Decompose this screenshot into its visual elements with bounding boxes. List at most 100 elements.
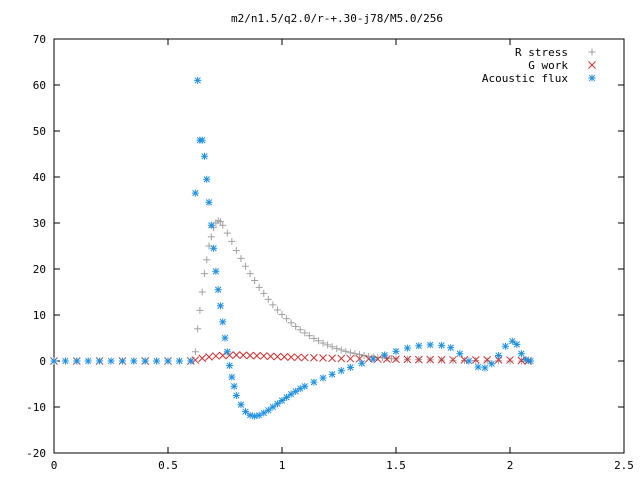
data-point: [517, 350, 525, 358]
data-point: [219, 318, 227, 326]
data-point: [264, 295, 272, 303]
data-point: [107, 357, 115, 365]
data-point: [260, 289, 268, 297]
y-tick-label: 50: [33, 125, 46, 138]
data-point: [513, 340, 521, 348]
data-point: [495, 351, 503, 359]
data-point: [232, 351, 241, 359]
data-point: [253, 351, 261, 360]
data-point: [219, 221, 227, 229]
data-point: [392, 355, 400, 364]
y-tick-label: 30: [33, 217, 46, 230]
data-point: [264, 406, 272, 414]
data-point: [337, 354, 346, 363]
data-point: [198, 354, 207, 363]
data-point: [471, 355, 480, 364]
data-point: [356, 351, 364, 359]
data-point: [301, 329, 309, 337]
data-point: [447, 344, 455, 352]
data-point: [205, 353, 213, 361]
legend-marker: [588, 74, 596, 82]
data-point: [328, 354, 337, 363]
data-point: [223, 229, 231, 237]
data-point: [73, 357, 81, 365]
data-point: [328, 370, 336, 378]
data-point: [414, 355, 423, 364]
x-tick-label: 1: [279, 459, 286, 472]
data-point: [191, 189, 199, 197]
data-point: [501, 342, 509, 350]
data-marks: [50, 76, 535, 420]
data-point: [292, 323, 300, 330]
data-point: [242, 408, 250, 416]
data-point: [324, 341, 332, 349]
data-point: [415, 342, 423, 350]
y-tick-label: 10: [33, 309, 46, 322]
data-point: [517, 356, 526, 365]
data-point: [269, 403, 277, 411]
x-tick-label: 2: [507, 459, 514, 472]
x-tick-label: 1.5: [386, 459, 406, 472]
y-tick-label: 0: [39, 355, 46, 368]
data-point: [194, 76, 202, 84]
data-point: [212, 352, 220, 360]
x-tick-label: 0.5: [158, 459, 178, 472]
data-point: [216, 218, 224, 226]
data-point: [230, 382, 238, 390]
data-point: [237, 254, 245, 262]
y-tick-label: 70: [33, 33, 46, 46]
data-point: [266, 352, 275, 361]
x-tick-label: 0: [51, 459, 58, 472]
y-tick-label: -20: [26, 447, 46, 460]
data-point: [278, 397, 286, 405]
data-point: [437, 355, 446, 364]
data-point: [358, 359, 366, 367]
data-point: [346, 363, 354, 371]
data-point: [255, 283, 263, 291]
data-point: [527, 357, 535, 365]
data-point: [251, 412, 259, 420]
data-point: [218, 351, 227, 360]
data-point: [205, 198, 213, 206]
legend-marker: [588, 48, 596, 56]
data-point: [221, 334, 229, 342]
data-point: [187, 357, 195, 365]
data-point: [283, 315, 291, 323]
data-point: [212, 267, 220, 275]
chart-title: m2/n1.5/q2.0/r-+.30-j78/M5.0/256: [231, 12, 443, 25]
axis-ticks: 0 0.5 1 1.5 2 2.5 -20 -10 0 10 20 30 40 50 60 70: [26, 33, 634, 472]
data-point: [61, 357, 69, 365]
series-acoustic-flux: [50, 76, 535, 420]
data-point: [381, 351, 389, 359]
legend-marker: [588, 61, 596, 69]
data-point: [239, 351, 248, 360]
data-point: [84, 357, 92, 365]
data-point: [259, 352, 268, 360]
data-point: [337, 346, 345, 354]
data-point: [283, 393, 291, 401]
data-point: [273, 352, 282, 361]
data-point: [506, 356, 514, 364]
data-point: [226, 362, 234, 370]
data-point: [246, 270, 254, 278]
data-point: [203, 256, 211, 264]
data-point: [314, 337, 322, 345]
data-point: [141, 357, 149, 365]
data-point: [506, 357, 514, 365]
data-point: [310, 378, 318, 386]
data-point: [50, 357, 58, 365]
data-point: [223, 348, 231, 356]
plot-frame: [53, 38, 625, 454]
data-point: [319, 354, 327, 362]
data-point: [346, 354, 355, 363]
data-point: [346, 349, 354, 357]
data-point: [228, 373, 236, 381]
data-point: [191, 356, 200, 364]
data-point: [216, 302, 224, 310]
data-point: [273, 306, 281, 314]
x-tick-label: 2.5: [614, 459, 634, 472]
data-point: [200, 270, 208, 278]
data-point: [203, 175, 211, 183]
data-point: [310, 353, 318, 362]
